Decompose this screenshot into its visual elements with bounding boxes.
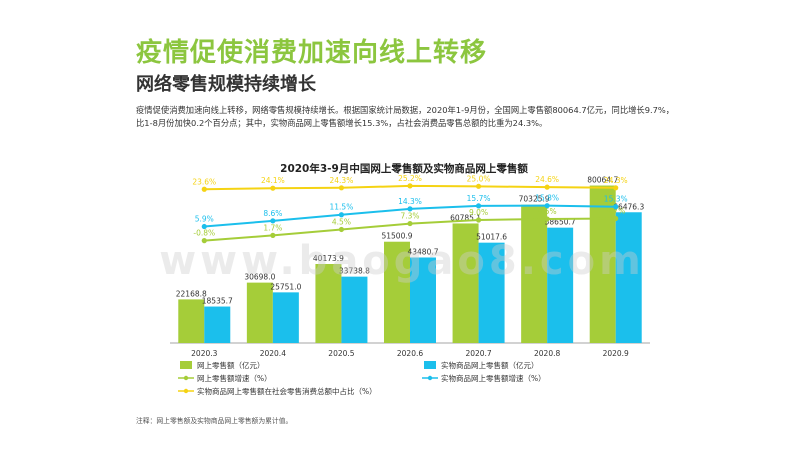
point-physical-growth-0 <box>201 223 207 230</box>
legend-online-retail-label: 网上零售额（亿元） <box>197 360 265 370</box>
point-label-physical-share-2: 24.3% <box>330 176 354 185</box>
point-physical-growth-4 <box>475 203 482 209</box>
point-label-online-growth-5: 9.5% <box>538 207 557 216</box>
legend-online-retail-swatch <box>180 361 192 369</box>
point-label-online-growth-2: 4.5% <box>332 217 351 226</box>
point-label-physical-growth-3: 14.3% <box>398 197 422 206</box>
legend-physical-goods-swatch <box>424 361 436 369</box>
point-label-online-growth-4: 9.0% <box>469 208 488 217</box>
bar-physical-goods-2 <box>341 276 368 343</box>
chart-title: 2020年3-9月中国网上零售额及实物商品网上零售额 <box>280 162 528 175</box>
point-label-physical-growth-0: 5.9% <box>195 215 214 224</box>
bar-label-online-retail-3: 51500.9 <box>381 232 412 241</box>
bar-online-retail-6 <box>589 185 616 343</box>
point-online-growth-3 <box>407 220 413 227</box>
bar-physical-goods-0 <box>204 306 231 343</box>
bar-label-physical-goods-2: 33738.8 <box>339 267 370 276</box>
point-label-physical-growth-5: 15.8% <box>535 194 559 203</box>
bar-online-retail-3 <box>384 241 410 343</box>
legend-physical-share-label: 实物商品网上零售额在社会零售消费总额中占比（%） <box>197 386 377 396</box>
page-subtitle: 网络零售规模持续增长 <box>136 74 316 95</box>
bar-online-retail-0 <box>178 299 205 343</box>
bar-physical-goods-3 <box>410 257 436 343</box>
point-online-growth-1 <box>270 232 276 238</box>
point-online-growth-2 <box>338 226 345 233</box>
bar-label-online-retail-5: 70325.9 <box>519 195 550 204</box>
point-physical-growth-1 <box>270 218 276 224</box>
x-tick-label-1: 2020.4 <box>260 349 286 358</box>
point-label-physical-growth-2: 11.5% <box>330 203 354 212</box>
legend-physical-growth-label: 实物商品网上零售额增速（%） <box>441 373 546 383</box>
point-physical-share-5 <box>544 184 550 190</box>
point-online-growth-0 <box>201 238 207 244</box>
point-label-physical-share-3: 25.2% <box>398 174 422 183</box>
bar-label-physical-goods-1: 25751.0 <box>270 282 301 291</box>
bar-label-online-retail-6: 80064.7 <box>587 176 618 185</box>
point-physical-share-2 <box>338 185 345 191</box>
chart-note: 注释：网上零售额及实物商品网上零售额为累计值。 <box>136 417 293 425</box>
page-title: 疫情促使消费加速向线上转移 <box>136 38 488 68</box>
legend-online-growth-label: 网上零售额增速（%） <box>197 373 272 383</box>
description-paragraph: 疫情促使消费加速向线上转移，网络零售规模持续增长。根据国家统计局数据，2020年… <box>136 105 675 128</box>
point-label-physical-growth-4: 15.7% <box>467 194 491 203</box>
point-physical-growth-3 <box>407 206 413 212</box>
point-physical-growth-2 <box>338 212 345 218</box>
point-label-online-growth-6: 9.7% <box>606 207 625 216</box>
bar-online-retail-2 <box>315 263 342 343</box>
bar-physical-goods-1 <box>272 292 299 343</box>
point-online-growth-6 <box>613 215 619 222</box>
point-physical-share-4 <box>475 183 482 189</box>
legend-physical-goods-label: 实物商品网上零售额（亿元） <box>441 360 539 370</box>
point-label-physical-share-1: 24.1% <box>261 176 285 185</box>
bar-physical-goods-6 <box>615 212 642 343</box>
point-physical-share-0 <box>201 186 207 192</box>
bar-label-online-retail-0: 22168.8 <box>176 289 207 298</box>
bar-label-physical-goods-3: 43480.7 <box>407 247 438 256</box>
bar-online-retail-5 <box>521 204 548 343</box>
point-physical-growth-5 <box>544 203 550 209</box>
point-physical-share-6 <box>613 185 619 191</box>
bar-physical-goods-5 <box>547 227 574 343</box>
point-online-growth-4 <box>475 217 482 223</box>
point-label-online-growth-1: 1.7% <box>263 223 282 232</box>
bar-label-physical-goods-4: 51017.6 <box>476 233 507 242</box>
bar-label-online-retail-4: 60785.1 <box>450 213 481 222</box>
bar-label-physical-goods-5: 58650.7 <box>545 218 576 227</box>
point-label-online-growth-0: -0.8% <box>193 229 215 238</box>
bar-online-retail-1 <box>246 282 273 343</box>
x-tick-label-0: 2020.3 <box>191 349 217 358</box>
bar-label-physical-goods-0: 18535.7 <box>202 297 233 306</box>
x-tick-label-3: 2020.6 <box>397 349 423 358</box>
point-physical-share-3 <box>407 183 413 189</box>
bar-online-retail-4 <box>452 223 479 343</box>
point-online-growth-5 <box>544 216 550 222</box>
legend-online-growth-dot <box>183 375 189 381</box>
x-tick-label-6: 2020.9 <box>603 349 629 358</box>
x-tick-label-4: 2020.7 <box>465 349 491 358</box>
bar-physical-goods-4 <box>478 242 505 343</box>
x-tick-label-5: 2020.8 <box>534 349 560 358</box>
point-label-physical-growth-6: 15.3% <box>604 195 628 204</box>
bar-label-physical-goods-6: 66476.3 <box>613 202 644 211</box>
point-label-physical-share-0: 23.6% <box>192 177 216 186</box>
point-physical-growth-6 <box>613 204 619 210</box>
point-label-online-growth-3: 7.3% <box>400 212 419 221</box>
point-label-physical-growth-1: 8.6% <box>263 209 282 218</box>
bar-label-online-retail-1: 30698.0 <box>244 273 275 282</box>
legend-physical-growth-dot <box>427 375 433 381</box>
x-tick-label-2: 2020.5 <box>328 349 354 358</box>
point-label-physical-share-5: 24.6% <box>535 175 559 184</box>
point-label-physical-share-6: 24.3% <box>604 176 628 185</box>
bar-label-online-retail-2: 40173.9 <box>313 254 344 263</box>
point-label-physical-share-4: 25.0% <box>467 174 491 183</box>
point-physical-share-1 <box>270 185 276 191</box>
legend-physical-share-dot <box>183 388 189 394</box>
